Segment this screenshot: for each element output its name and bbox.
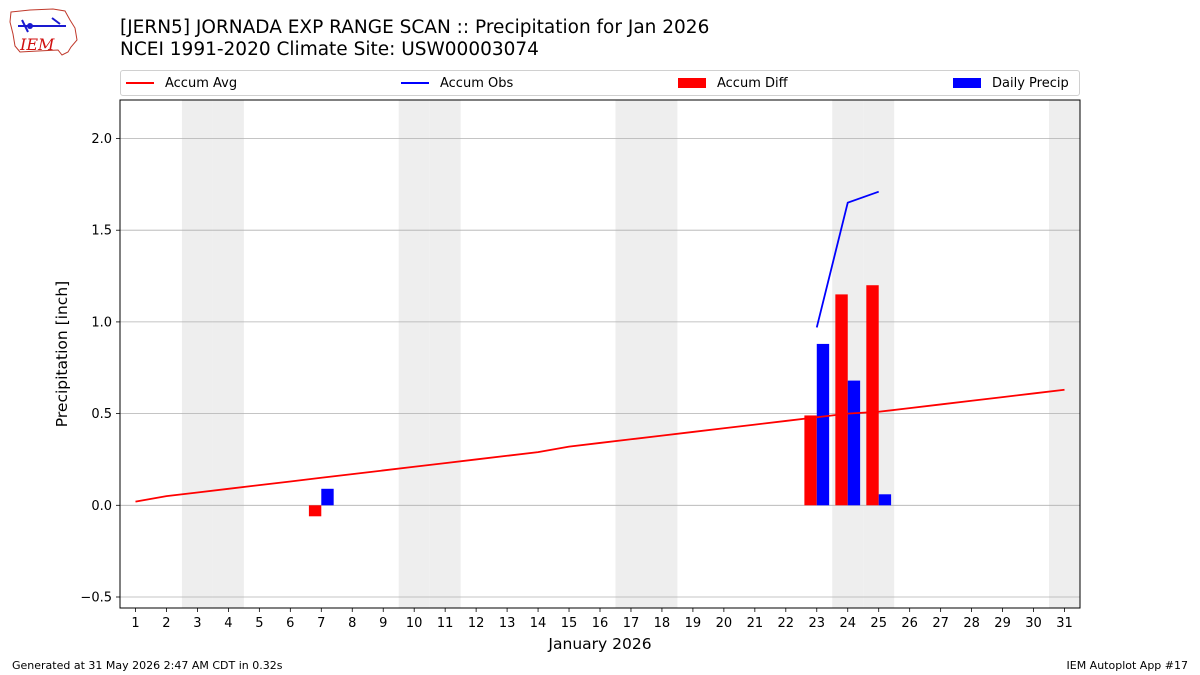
logo-text: IEM <box>19 35 55 54</box>
bar-daily-precip-25 <box>878 494 892 506</box>
legend-label-daily-precip: Daily Precip <box>992 75 1069 91</box>
y-tick-label: 0.5 <box>91 407 112 422</box>
x-tick-label: 6 <box>286 616 294 631</box>
line-accum-avg <box>135 388 1065 503</box>
legend-swatch-daily-precip <box>953 78 981 88</box>
x-tick-label: 2 <box>162 616 170 631</box>
y-tick-label: 0.0 <box>91 499 112 514</box>
y-tick-label: 1.5 <box>91 224 112 239</box>
x-tick-label: 18 <box>654 616 671 631</box>
x-tick-label: 25 <box>870 616 887 631</box>
y-tick-label: 1.0 <box>91 315 112 330</box>
footer-app: IEM Autoplot App #17 <box>1066 659 1189 672</box>
bar-accum-diff-25 <box>866 285 879 506</box>
x-tick-label: 31 <box>1056 616 1073 631</box>
legend-swatch-accum-obs <box>401 82 429 84</box>
legend-swatch-accum-avg <box>126 82 154 84</box>
bar-accum-diff-7 <box>308 505 322 517</box>
legend-item-daily-precip: Daily Precip <box>953 74 1069 92</box>
x-tick-label: 30 <box>1025 616 1042 631</box>
x-tick-label: 5 <box>255 616 263 631</box>
x-tick-label: 11 <box>437 616 454 631</box>
x-tick-label: 20 <box>716 616 733 631</box>
weekend-shade-18 <box>646 100 678 608</box>
x-tick-label: 14 <box>530 616 547 631</box>
bar-accum-diff-24 <box>835 294 848 506</box>
x-tick-label: 23 <box>809 616 826 631</box>
x-tick-label: 9 <box>379 616 387 631</box>
y-tick-label: 2.0 <box>91 132 112 147</box>
legend-label-accum-diff: Accum Diff <box>717 75 788 91</box>
x-tick-label: 8 <box>348 616 356 631</box>
chart-title: [JERN5] JORNADA EXP RANGE SCAN :: Precip… <box>120 17 710 38</box>
weekend-shade-11 <box>429 100 461 608</box>
x-tick-label: 7 <box>317 616 325 631</box>
weekend-shade-17 <box>615 100 647 608</box>
legend: Accum Avg Accum Obs Accum Diff Daily Pre… <box>120 70 1080 96</box>
x-tick-label: 22 <box>778 616 795 631</box>
x-tick-label: 1 <box>131 616 139 631</box>
bar-accum-diff-23 <box>804 415 817 506</box>
x-tick-label: 26 <box>901 616 918 631</box>
legend-label-accum-avg: Accum Avg <box>165 75 238 91</box>
x-tick-label: 15 <box>561 616 578 631</box>
legend-item-accum-diff: Accum Diff <box>678 74 788 92</box>
bar-daily-precip-7 <box>321 488 334 506</box>
footer-generated: Generated at 31 May 2026 2:47 AM CDT in … <box>12 659 283 672</box>
x-tick-label: 13 <box>499 616 516 631</box>
y-tick-label: −0.5 <box>80 590 112 605</box>
x-tick-label: 27 <box>932 616 949 631</box>
line-accum-obs <box>815 190 880 328</box>
plot-frame <box>119 99 1081 609</box>
legend-label-accum-obs: Accum Obs <box>440 75 514 91</box>
x-tick-label: 12 <box>468 616 485 631</box>
legend-item-accum-obs: Accum Obs <box>401 74 513 92</box>
x-tick-label: 4 <box>224 616 232 631</box>
x-tick-label: 3 <box>193 616 201 631</box>
x-tick-label: 24 <box>839 616 856 631</box>
y-axis-label: Precipitation [inch] <box>53 281 71 427</box>
weekend-shade-10 <box>398 100 430 608</box>
legend-item-accum-avg: Accum Avg <box>126 74 237 92</box>
weekend-shade-31 <box>1049 100 1080 608</box>
x-tick-label: 21 <box>747 616 764 631</box>
bar-daily-precip-24 <box>847 380 861 506</box>
x-tick-label: 16 <box>592 616 609 631</box>
x-axis-label: January 2026 <box>547 635 651 653</box>
x-tick-label: 10 <box>406 616 423 631</box>
iem-logo: IEM <box>9 8 78 56</box>
weekend-shade-3 <box>181 100 213 608</box>
x-tick-label: 29 <box>994 616 1011 631</box>
chart-subtitle: NCEI 1991-2020 Climate Site: USW00003074 <box>120 39 539 60</box>
legend-swatch-accum-diff <box>678 78 706 88</box>
x-tick-label: 28 <box>963 616 980 631</box>
bar-daily-precip-23 <box>816 343 830 506</box>
x-tick-label: 17 <box>623 616 640 631</box>
x-tick-label: 19 <box>685 616 702 631</box>
weekend-shade-4 <box>212 100 244 608</box>
